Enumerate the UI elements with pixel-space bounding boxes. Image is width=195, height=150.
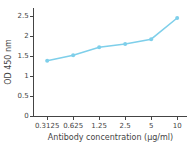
svg-text:2.5: 2.5 xyxy=(120,122,131,130)
svg-text:Antibody concentration (μg/ml): Antibody concentration (μg/ml) xyxy=(48,133,173,142)
svg-text:1.25: 1.25 xyxy=(91,122,107,130)
svg-text:1.5: 1.5 xyxy=(17,52,28,60)
svg-text:0: 0 xyxy=(24,112,28,120)
svg-text:10: 10 xyxy=(173,122,182,130)
svg-text:0.3125: 0.3125 xyxy=(35,122,60,130)
svg-text:0.625: 0.625 xyxy=(63,122,83,130)
svg-text:2.5: 2.5 xyxy=(17,12,28,20)
svg-text:5: 5 xyxy=(149,122,153,130)
svg-text:0.5: 0.5 xyxy=(17,92,28,100)
svg-text:OD 450 nm: OD 450 nm xyxy=(4,39,13,85)
svg-text:2: 2 xyxy=(24,32,28,40)
svg-text:1: 1 xyxy=(24,72,28,80)
